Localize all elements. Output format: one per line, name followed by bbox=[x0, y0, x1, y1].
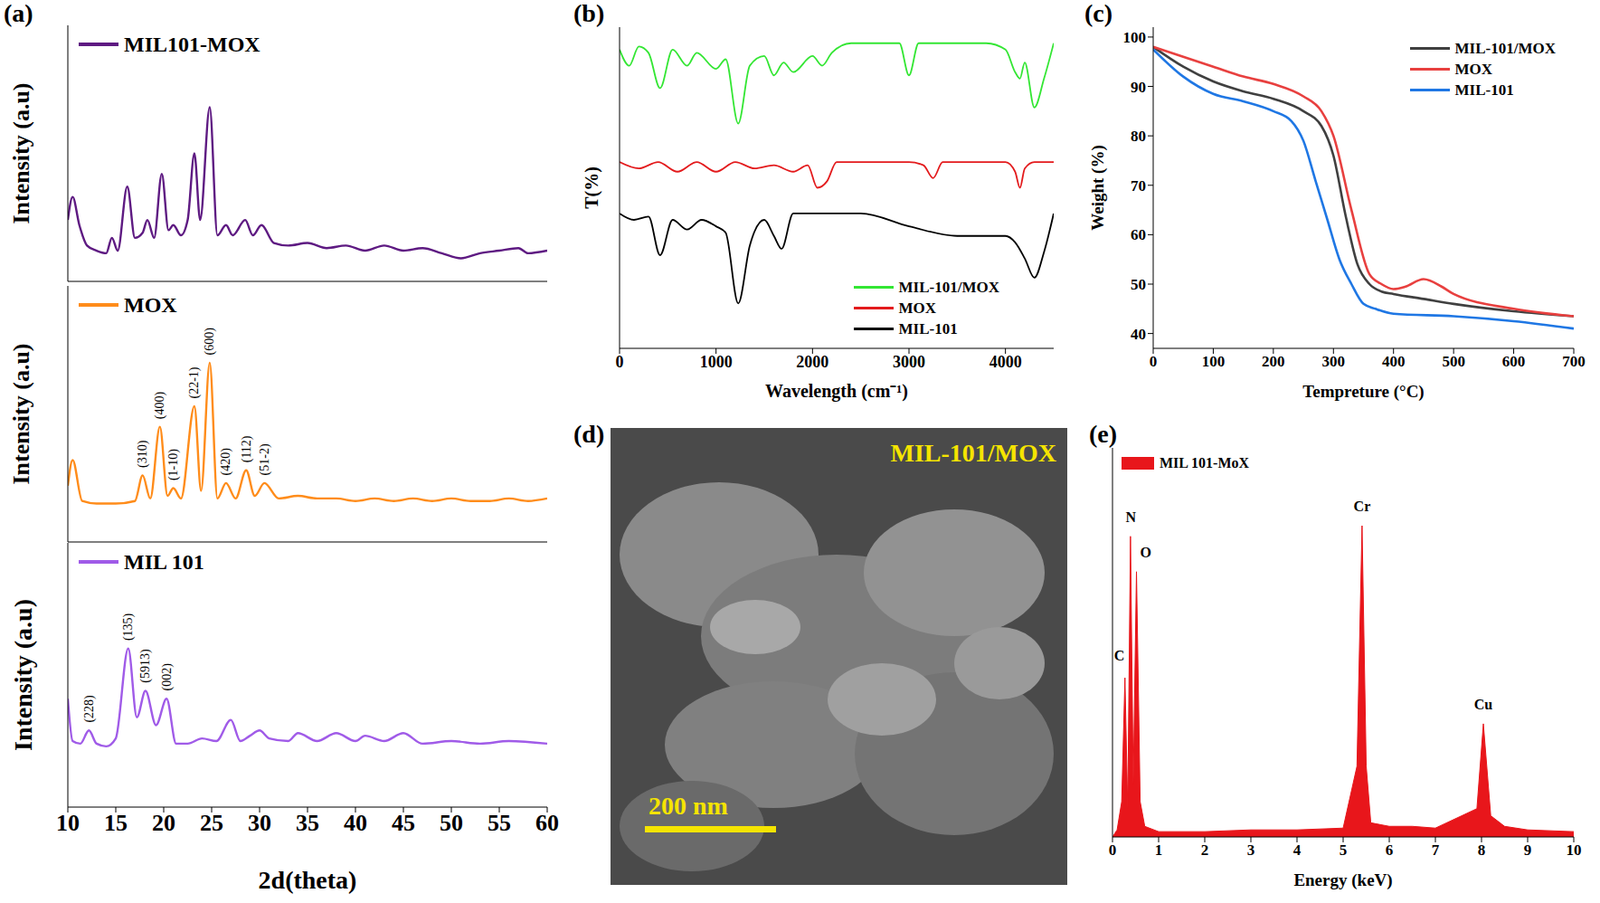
svg-text:500: 500 bbox=[1441, 352, 1466, 370]
svg-text:9: 9 bbox=[1524, 841, 1533, 859]
html-text:(c): (c) bbox=[1084, 0, 1113, 28]
svg-text:50: 50 bbox=[1130, 275, 1146, 294]
svg-text:4: 4 bbox=[1293, 841, 1302, 859]
svg-text:1000: 1000 bbox=[700, 352, 733, 371]
html-text:(e): (e) bbox=[1088, 419, 1118, 448]
html-text:MIL 101-MoX: MIL 101-MoX bbox=[1159, 454, 1250, 471]
svg-text:Intensity (a.u): Intensity (a.u) bbox=[8, 342, 35, 484]
svg-text:200: 200 bbox=[1261, 352, 1286, 370]
svg-text:30: 30 bbox=[247, 809, 272, 836]
svg-text:0: 0 bbox=[615, 352, 625, 371]
svg-text:2d(theta): 2d(theta) bbox=[258, 865, 358, 894]
svg-text:2: 2 bbox=[1201, 841, 1210, 859]
svg-text:(112): (112) bbox=[239, 435, 255, 463]
html-text:(b): (b) bbox=[573, 0, 605, 28]
svg-text:60: 60 bbox=[535, 809, 559, 836]
svg-text:(600): (600) bbox=[202, 327, 218, 356]
svg-text:40: 40 bbox=[1130, 325, 1146, 343]
svg-text:Intensity (a.u): Intensity (a.u) bbox=[8, 82, 35, 224]
svg-text:Energy (keV): Energy (keV) bbox=[1293, 870, 1392, 890]
svg-text:100: 100 bbox=[1202, 352, 1226, 370]
svg-text:15: 15 bbox=[104, 809, 128, 836]
svg-text:3000: 3000 bbox=[892, 352, 926, 371]
svg-text:6: 6 bbox=[1385, 841, 1394, 859]
svg-text:45: 45 bbox=[391, 809, 416, 836]
svg-text:5: 5 bbox=[1339, 841, 1348, 859]
html-text:200 nm: 200 nm bbox=[648, 791, 729, 820]
svg-text:(420): (420) bbox=[218, 447, 234, 476]
svg-text:7: 7 bbox=[1431, 841, 1440, 859]
svg-text:25: 25 bbox=[199, 809, 224, 836]
svg-text:Tempreture (°C): Tempreture (°C) bbox=[1302, 381, 1424, 402]
svg-text:1: 1 bbox=[1155, 841, 1164, 859]
svg-text:8: 8 bbox=[1477, 841, 1487, 859]
svg-text:90: 90 bbox=[1130, 78, 1146, 96]
svg-text:(135): (135) bbox=[121, 612, 136, 641]
svg-text:N: N bbox=[1126, 509, 1137, 525]
svg-text:600: 600 bbox=[1502, 352, 1526, 370]
svg-text:0: 0 bbox=[1108, 841, 1118, 859]
svg-text:60: 60 bbox=[1130, 226, 1146, 244]
svg-text:(5913): (5913) bbox=[138, 648, 153, 683]
svg-text:(228): (228) bbox=[82, 694, 97, 723]
svg-text:3: 3 bbox=[1247, 841, 1256, 859]
html-text:MOX: MOX bbox=[898, 298, 937, 317]
html-text:MIL101-MOX: MIL101-MOX bbox=[123, 32, 261, 56]
svg-text:40: 40 bbox=[343, 809, 368, 836]
svg-text:700: 700 bbox=[1562, 352, 1586, 370]
svg-text:Weight (%): Weight (%) bbox=[1088, 144, 1108, 230]
svg-text:Intensity (a.u): Intensity (a.u) bbox=[9, 598, 38, 751]
svg-text:4000: 4000 bbox=[989, 352, 1023, 371]
svg-text:400: 400 bbox=[1382, 352, 1406, 370]
svg-text:2000: 2000 bbox=[795, 352, 829, 371]
svg-text:10: 10 bbox=[1566, 841, 1582, 859]
svg-text:100: 100 bbox=[1123, 28, 1147, 47]
svg-text:Cr: Cr bbox=[1353, 498, 1372, 514]
html-text:MOX: MOX bbox=[123, 292, 178, 317]
svg-text:(1-10): (1-10) bbox=[166, 448, 181, 481]
svg-text:(51-2): (51-2) bbox=[257, 443, 273, 475]
svg-text:(22-1): (22-1) bbox=[187, 366, 202, 398]
svg-text:10: 10 bbox=[56, 809, 80, 836]
html-text:(d): (d) bbox=[573, 419, 605, 448]
svg-text:0: 0 bbox=[1149, 352, 1158, 370]
html-text:MOX: MOX bbox=[1454, 60, 1493, 78]
svg-text:35: 35 bbox=[295, 809, 320, 836]
html-text:MIL-101/MOX: MIL-101/MOX bbox=[890, 438, 1057, 467]
html-text:MIL-101/MOX: MIL-101/MOX bbox=[898, 278, 1000, 296]
html-text:MIL-101: MIL-101 bbox=[898, 319, 958, 337]
svg-text:C: C bbox=[1114, 647, 1126, 663]
svg-text:(400): (400) bbox=[152, 390, 168, 419]
html-text:MIL 101: MIL 101 bbox=[123, 549, 205, 573]
svg-text:T(%): T(%) bbox=[581, 166, 603, 209]
svg-text:300: 300 bbox=[1322, 352, 1346, 370]
svg-text:20: 20 bbox=[151, 809, 176, 836]
svg-text:(002): (002) bbox=[160, 662, 175, 692]
svg-text:70: 70 bbox=[1130, 177, 1146, 195]
svg-text:(310): (310) bbox=[135, 439, 151, 468]
svg-text:O: O bbox=[1139, 544, 1151, 560]
svg-text:80: 80 bbox=[1130, 127, 1146, 145]
svg-text:Wavelength (cm⁻¹): Wavelength (cm⁻¹) bbox=[765, 380, 909, 402]
html-text:MIL-101/MOX: MIL-101/MOX bbox=[1454, 39, 1556, 57]
svg-text:55: 55 bbox=[487, 809, 512, 836]
svg-text:Cu: Cu bbox=[1474, 696, 1494, 712]
html-text:MIL-101: MIL-101 bbox=[1454, 80, 1514, 99]
svg-text:50: 50 bbox=[439, 809, 464, 836]
html-text:(a): (a) bbox=[3, 0, 34, 28]
